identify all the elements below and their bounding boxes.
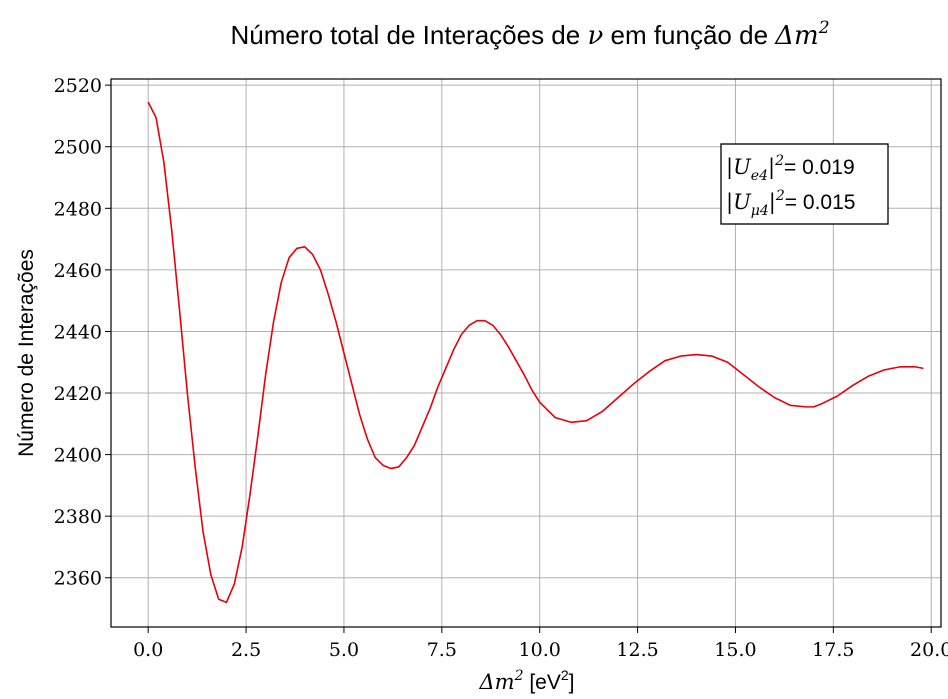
title-nu-symbol: ν — [587, 21, 603, 51]
x-label-unit-prefix: [eV — [524, 671, 561, 694]
y-tick-label: 2460 — [54, 260, 102, 282]
x-label-unit-exponent: 2 — [561, 667, 569, 683]
y-tick-label: 2500 — [54, 137, 102, 159]
x-tick-label: 17.5 — [812, 639, 854, 661]
x-axis-ticks: 0.0 2.5 5.0 7.5 10.0 12.5 15.0 17.5 20.0 — [133, 627, 948, 661]
y-tick-label: 2360 — [54, 568, 102, 590]
legend-box — [720, 143, 889, 225]
y-tick-label: 2400 — [54, 445, 102, 467]
y-tick-label: 2440 — [54, 321, 102, 343]
y-tick-label: 2520 — [54, 75, 102, 97]
grid-lines — [111, 79, 941, 627]
x-tick-label: 10.0 — [519, 639, 561, 661]
plot-frame — [110, 78, 942, 628]
x-tick-label: 2.5 — [231, 639, 261, 661]
x-axis-label: Δm2 [eV2] — [478, 667, 574, 694]
legend-ue4-close: | — [768, 155, 775, 180]
parameter-legend: |Ue4|2= 0.019 |Uμ4|2= 0.015 — [720, 143, 889, 225]
x-tick-label: 7.5 — [427, 639, 457, 661]
legend-umu4-close: | — [769, 190, 776, 215]
x-tick-label: 15.0 — [714, 639, 756, 661]
x-label-delta-m: Δm — [478, 670, 514, 694]
chart-title: Número total de Interações de ν em funçã… — [230, 18, 829, 51]
y-axis-label: Número de Interações — [15, 249, 38, 457]
x-tick-label: 20.0 — [910, 639, 948, 661]
series-layer — [147, 101, 924, 604]
x-label-exponent: 2 — [514, 668, 524, 684]
legend-umu4-value: = 0.015 — [785, 191, 856, 214]
legend-ue4-value: = 0.019 — [784, 156, 855, 179]
legend-line-umu4: |Uμ4|2= 0.015 — [726, 188, 855, 219]
x-label-unit-suffix: ] — [569, 671, 575, 694]
title-delta-m: Δm — [774, 21, 818, 51]
x-tick-label: 0.0 — [133, 639, 163, 661]
legend-line-ue4: |Ue4|2= 0.019 — [726, 153, 855, 184]
title-prefix: Número total de Interações de — [230, 20, 587, 50]
legend-umu4-exponent: 2 — [775, 188, 785, 204]
x-tick-label: 12.5 — [616, 639, 658, 661]
title-delta-m-exponent: 2 — [818, 18, 830, 38]
legend-ue4-symbol: |U — [726, 155, 752, 180]
y-tick-label: 2380 — [54, 506, 102, 528]
y-tick-label: 2480 — [54, 198, 102, 220]
y-tick-label: 2420 — [54, 383, 102, 405]
series-line — [147, 101, 924, 604]
title-middle: em função de — [603, 20, 775, 50]
legend-ue4-exponent: 2 — [774, 153, 784, 169]
legend-umu4-subscript: μ4 — [751, 203, 769, 219]
y-axis-ticks: 2360 2380 2400 2420 2440 2460 2480 2500 2520 — [54, 75, 111, 590]
x-tick-label: 5.0 — [329, 639, 359, 661]
legend-umu4-symbol: |U — [726, 190, 752, 215]
legend-ue4-subscript: e4 — [751, 168, 768, 184]
